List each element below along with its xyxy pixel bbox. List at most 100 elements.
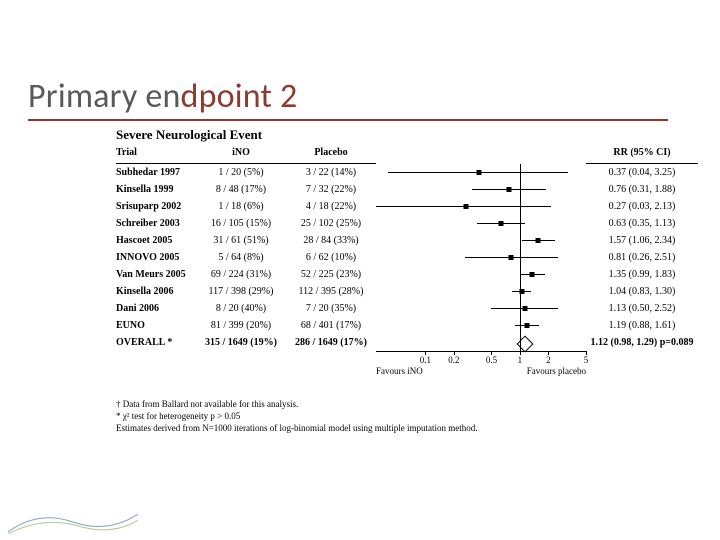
table-row: Kinsella 19998 / 48 (17%)7 / 32 (22%)0.7… bbox=[116, 181, 698, 198]
forest-plot: Trial iNO Placebo RR (95% CI) Subhedar 1… bbox=[116, 147, 698, 351]
cell-ino: 8 / 20 (40%) bbox=[196, 303, 286, 314]
cell-ino: 315 / 1649 (19%) bbox=[196, 337, 286, 348]
table-row: INNOVO 20055 / 64 (8%)6 / 62 (10%)0.81 (… bbox=[116, 249, 698, 266]
cell-plot bbox=[376, 198, 586, 215]
diamond-marker bbox=[516, 336, 533, 353]
axis-sublabels: Favours iNO Favours placebo bbox=[376, 366, 586, 376]
cell-ino: 8 / 48 (17%) bbox=[196, 184, 286, 195]
cell-placebo: 52 / 225 (23%) bbox=[286, 269, 376, 280]
cell-placebo: 28 / 84 (33%) bbox=[286, 235, 376, 246]
cell-rr: 0.37 (0.04, 3.25) bbox=[586, 167, 698, 178]
axis-line: 0.10.20.5125 bbox=[376, 351, 586, 352]
cell-trial: Kinsella 2006 bbox=[116, 286, 196, 297]
table-row: Hascoet 200531 / 61 (51%)28 / 84 (33%)1.… bbox=[116, 232, 698, 249]
point-marker bbox=[530, 272, 535, 277]
point-marker bbox=[464, 204, 469, 209]
table-row: Schreiber 200316 / 105 (15%)25 / 102 (25… bbox=[116, 215, 698, 232]
cell-plot bbox=[376, 334, 586, 351]
footnote-3: Estimates derived from N=1000 iterations… bbox=[116, 422, 692, 434]
cell-ino: 69 / 224 (31%) bbox=[196, 269, 286, 280]
cell-rr: 1.57 (1.06, 2.34) bbox=[586, 235, 698, 246]
cell-placebo: 4 / 18 (22%) bbox=[286, 201, 376, 212]
cell-placebo: 6 / 62 (10%) bbox=[286, 252, 376, 263]
axis-tick-label: 2 bbox=[546, 355, 551, 365]
table-row: Srisuparp 20021 / 18 (6%)4 / 18 (22%) 0.2… bbox=[116, 198, 698, 215]
cell-ino: 1 / 18 (6%) bbox=[196, 201, 286, 212]
cell-trial: Srisuparp 2002 bbox=[116, 201, 196, 212]
cell-plot bbox=[376, 181, 586, 198]
cell-plot bbox=[376, 232, 586, 249]
cell-rr: 0.63 (0.35, 1.13) bbox=[586, 218, 698, 229]
axis-tick-label: 0.2 bbox=[448, 355, 459, 365]
axis-tick-label: 5 bbox=[584, 355, 589, 365]
cell-trial: Schreiber 2003 bbox=[116, 218, 196, 229]
cell-placebo: 3 / 22 (14%) bbox=[286, 167, 376, 178]
cell-trial: EUNO bbox=[116, 320, 196, 331]
cell-trial: Dani 2006 bbox=[116, 303, 196, 314]
reference-line bbox=[520, 164, 521, 351]
cell-ino: 16 / 105 (15%) bbox=[196, 218, 286, 229]
overall-row: OVERALL *315 / 1649 (19%)286 / 1649 (17%… bbox=[116, 334, 698, 351]
cell-plot bbox=[376, 266, 586, 283]
title-part2: dpoint 2 bbox=[181, 76, 298, 117]
cell-plot bbox=[376, 283, 586, 300]
subtitle: Severe Neurological Event bbox=[116, 127, 692, 143]
cell-rr: 1.35 (0.99, 1.83) bbox=[586, 269, 698, 280]
cell-rr: 1.04 (0.83, 1.30) bbox=[586, 286, 698, 297]
hdr-trial: Trial bbox=[116, 147, 196, 164]
footnote-2: * χ² test for heterogeneity p > 0.05 bbox=[116, 410, 692, 422]
table-row: Kinsella 2006117 / 398 (29%)112 / 395 (2… bbox=[116, 283, 698, 300]
cell-placebo: 286 / 1649 (17%) bbox=[286, 337, 376, 348]
cell-placebo: 68 / 401 (17%) bbox=[286, 320, 376, 331]
table-header: Trial iNO Placebo RR (95% CI) bbox=[116, 147, 698, 164]
hdr-rr: RR (95% CI) bbox=[586, 147, 698, 164]
table-row: Dani 20068 / 20 (40%)7 / 20 (35%) 1.13 (0… bbox=[116, 300, 698, 317]
slide: Primary endpoint 2 Severe Neurological E… bbox=[0, 0, 720, 540]
hdr-placebo: Placebo bbox=[286, 147, 376, 164]
cell-trial: INNOVO 2005 bbox=[116, 252, 196, 263]
footnote-1: † Data from Ballard not available for th… bbox=[116, 398, 692, 410]
rows-container: Subhedar 19971 / 20 (5%)3 / 22 (14%) 0.37… bbox=[116, 164, 698, 351]
corner-decoration bbox=[8, 504, 138, 534]
point-marker bbox=[506, 187, 511, 192]
cell-plot bbox=[376, 249, 586, 266]
title-part1: Primary en bbox=[28, 76, 181, 117]
cell-trial: Van Meurs 2005 bbox=[116, 269, 196, 280]
axis-right-label: Favours placebo bbox=[527, 366, 586, 376]
point-marker bbox=[536, 238, 541, 243]
cell-ino: 81 / 399 (20%) bbox=[196, 320, 286, 331]
title-underline bbox=[28, 119, 668, 121]
cell-plot bbox=[376, 317, 586, 334]
cell-placebo: 112 / 395 (28%) bbox=[286, 286, 376, 297]
point-marker bbox=[509, 255, 514, 260]
cell-rr: 1.12 (0.98, 1.29) p=0.089 bbox=[586, 337, 698, 348]
cell-rr: 0.27 (0.03, 2.13) bbox=[586, 201, 698, 212]
axis-tick-label: 1 bbox=[518, 355, 523, 365]
cell-trial: Hascoet 2005 bbox=[116, 235, 196, 246]
cell-trial: Subhedar 1997 bbox=[116, 167, 196, 178]
table-row: EUNO81 / 399 (20%)68 / 401 (17%) 1.19 (0.… bbox=[116, 317, 698, 334]
axis: 0.10.20.5125 Favours iNO Favours placebo bbox=[376, 351, 586, 376]
cell-rr: 1.19 (0.88, 1.61) bbox=[586, 320, 698, 331]
table-row: Van Meurs 200569 / 224 (31%)52 / 225 (23… bbox=[116, 266, 698, 283]
cell-plot bbox=[376, 215, 586, 232]
cell-placebo: 7 / 20 (35%) bbox=[286, 303, 376, 314]
point-marker bbox=[477, 170, 482, 175]
page-title: Primary endpoint 2 bbox=[28, 76, 692, 117]
axis-tick-label: 0.5 bbox=[486, 355, 497, 365]
footnotes: † Data from Ballard not available for th… bbox=[116, 398, 692, 434]
cell-placebo: 7 / 32 (22%) bbox=[286, 184, 376, 195]
cell-ino: 5 / 64 (8%) bbox=[196, 252, 286, 263]
cell-ino: 1 / 20 (5%) bbox=[196, 167, 286, 178]
cell-plot bbox=[376, 164, 586, 181]
point-marker bbox=[498, 221, 503, 226]
axis-tick-label: 0.1 bbox=[420, 355, 431, 365]
cell-plot bbox=[376, 300, 586, 317]
cell-ino: 117 / 398 (29%) bbox=[196, 286, 286, 297]
cell-rr: 1.13 (0.50, 2.52) bbox=[586, 303, 698, 314]
cell-rr: 0.76 (0.31, 1.88) bbox=[586, 184, 698, 195]
cell-trial: OVERALL * bbox=[116, 337, 196, 348]
point-marker bbox=[525, 323, 530, 328]
hdr-ino: iNO bbox=[196, 147, 286, 164]
cell-placebo: 25 / 102 (25%) bbox=[286, 218, 376, 229]
